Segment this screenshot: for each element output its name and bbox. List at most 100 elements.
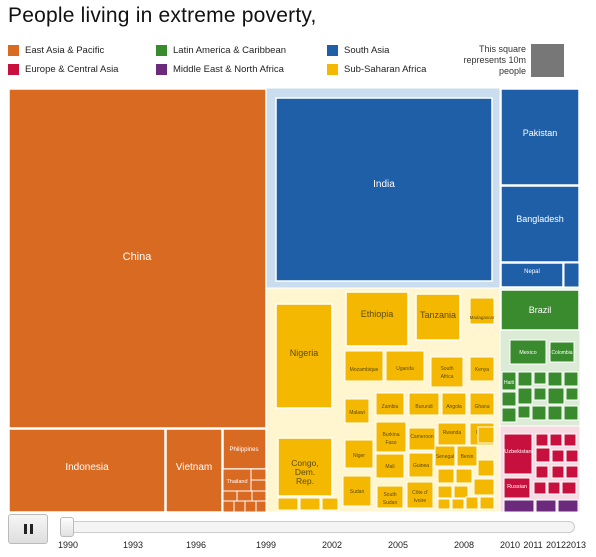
cell-senegal	[434, 445, 456, 467]
timeline-handle[interactable]	[60, 517, 74, 537]
timeline-track[interactable]	[60, 521, 575, 533]
pause-button[interactable]	[8, 514, 48, 544]
label-vietnam: Vietnam	[176, 462, 213, 473]
cell-latin-america-small-1	[533, 371, 547, 385]
label-philippines: Philippines	[229, 447, 258, 453]
legend-label: Sub-Saharan Africa	[344, 64, 427, 75]
label-haiti: Haiti	[504, 380, 514, 386]
cell-europe-small-1	[549, 433, 563, 447]
cell-south-africa	[430, 356, 464, 388]
legend-swatch	[8, 45, 19, 56]
year-label-2012: 2012	[545, 540, 567, 550]
label-congo-3: Rep.	[296, 476, 314, 486]
year-label-1996: 1996	[185, 540, 207, 550]
legend-item-europe-central-asia: Europe & Central Asia	[8, 64, 118, 75]
cell-benin	[456, 445, 478, 467]
cell-sub-saharan-small-9	[465, 496, 479, 510]
cell-ethiopia	[345, 291, 409, 347]
legend-item-latin-america: Latin America & Caribbean	[156, 45, 286, 56]
legend-swatch	[156, 45, 167, 56]
cell-sub-saharan-small-13	[321, 497, 339, 511]
cell-europe-small-7	[551, 465, 565, 479]
cell-sub-saharan-small-6	[453, 485, 469, 499]
label-guinea: Guinea	[413, 463, 429, 469]
cell-sub-saharan-small-10	[479, 496, 495, 510]
cell-east-asia-small-1	[250, 479, 267, 492]
cell-rwanda	[437, 422, 467, 446]
label-burundi: Burundi	[415, 404, 432, 410]
label-russia: Russian	[507, 484, 527, 490]
cell-sub-saharan-small-2	[437, 468, 455, 484]
label-south-sudan-1: South	[383, 492, 396, 498]
cell-latin-america-small-13	[563, 405, 579, 421]
chart-title: People living in extreme poverty,	[8, 4, 317, 27]
cell-brazil	[500, 289, 580, 331]
label-colombia: Colombia	[551, 350, 572, 356]
treemap: China Indonesia Vietnam Philippines Thailand…	[8, 88, 580, 512]
year-label-2013: 2013	[565, 540, 587, 550]
label-burkina-1: Burkina	[383, 432, 400, 438]
year-label-2010: 2010	[499, 540, 521, 550]
legend-swatch	[327, 45, 338, 56]
year-label-2008: 2008	[453, 540, 475, 550]
label-uzbekistan: Uzbekistan	[504, 449, 531, 455]
label-south-africa-1: South	[440, 366, 453, 372]
year-label-2005: 2005	[387, 540, 409, 550]
cell-sudan	[342, 475, 372, 507]
timeline-controls: 1990 1993 1996 1999 2002 2005 2008 2010 2011 2012…	[8, 512, 588, 557]
cell-philippines	[222, 428, 267, 470]
legend-swatch	[8, 64, 19, 75]
cell-europe-small-10	[547, 481, 561, 495]
label-bangladesh: Bangladesh	[516, 214, 564, 224]
cell-east-asia-small-0	[250, 468, 267, 481]
label-cote-2: Ivoire	[414, 498, 426, 504]
label-tanzania: Tanzania	[420, 310, 456, 320]
label-india: India	[373, 179, 395, 190]
label-sudan: Sudan	[350, 489, 365, 495]
pause-icon	[23, 524, 33, 534]
cell-east-asia-small-8	[255, 500, 267, 512]
cell-europe-small-9	[533, 481, 547, 495]
cell-sub-saharan-small-4	[473, 478, 495, 496]
year-label-1993: 1993	[122, 540, 144, 550]
legend-item-south-asia: South Asia	[327, 45, 389, 56]
cell-sub-saharan-small-7	[437, 498, 451, 510]
legend-label: Latin America & Caribbean	[173, 45, 287, 56]
cell-middle-east-1	[535, 499, 557, 512]
cell-mali	[375, 453, 405, 479]
cell-sub-saharan-small-3	[455, 468, 473, 484]
label-cote-1: Côte d'	[412, 490, 428, 496]
cell-mexico	[509, 339, 547, 365]
label-benin: Benin	[461, 454, 474, 460]
cell-niger	[344, 439, 374, 469]
label-brazil: Brazil	[529, 305, 552, 315]
label-niger: Niger	[353, 453, 365, 459]
cell-malawi	[344, 398, 370, 424]
cell-east-asia-small-6	[233, 500, 246, 512]
cell-sub-saharan-small-5	[437, 485, 453, 499]
label-nigeria: Nigeria	[290, 348, 319, 358]
cell-pakistan	[500, 88, 580, 186]
label-ghana: Ghana	[474, 404, 489, 410]
cell-middle-east-2	[557, 499, 579, 512]
cell-sub-saharan-small-0	[477, 426, 495, 444]
legend-label: East Asia & Pacific	[25, 45, 105, 56]
cell-cote-divoire	[406, 481, 434, 509]
label-cameroon: Cameroon	[410, 434, 434, 440]
cell-tanzania	[415, 293, 461, 341]
label-south-africa-2: Africa	[441, 374, 454, 380]
cell-europe-small-2	[563, 433, 577, 447]
cell-haiti	[501, 371, 517, 391]
cell-east-asia-small-4	[251, 490, 267, 502]
cell-latin-america-small-7	[547, 387, 565, 405]
legend-label: Europe & Central Asia	[25, 64, 119, 75]
label-angola: Angola	[446, 404, 462, 410]
cell-south-asia-small	[563, 262, 580, 288]
label-rwanda: Rwanda	[443, 430, 462, 436]
cell-angola	[441, 392, 467, 416]
cell-latin-america-small-2	[547, 371, 563, 387]
label-zambia: Zambia	[382, 404, 399, 410]
label-uganda: Uganda	[396, 366, 414, 372]
cell-uzbekistan	[503, 433, 533, 475]
label-congo-2: Dem.	[295, 467, 315, 477]
